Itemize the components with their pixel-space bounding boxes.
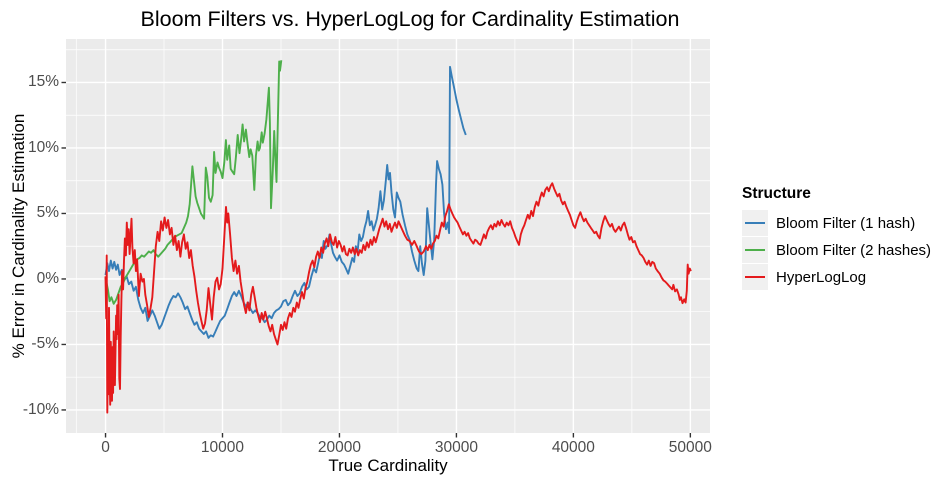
legend-entry-hyperloglog: HyperLogLog: [742, 264, 931, 290]
legend-key-swatch: [742, 210, 768, 236]
x-tick-label: 30000: [434, 439, 478, 456]
legend-title: Structure: [742, 185, 811, 202]
y-tick-label: -5%: [31, 335, 59, 353]
legend: Structure Bloom Filter (1 hash) Bloom Fil…: [742, 185, 931, 291]
x-tick-label: 0: [101, 439, 110, 456]
legend-line-icon: [745, 249, 765, 251]
y-tick-label: -10%: [22, 400, 59, 418]
legend-key-swatch: [742, 264, 768, 290]
x-axis-title: True Cardinality: [328, 456, 448, 475]
series-line-bloom-filter-1-hash: [104, 65, 467, 339]
legend-entry-bloom-filter-1-hash: Bloom Filter (1 hash): [742, 210, 931, 236]
y-tick-label: 10%: [27, 138, 59, 156]
legend-entry-bloom-filter-2-hashes: Bloom Filter (2 hashes): [742, 237, 931, 263]
legend-line-icon: [745, 222, 765, 224]
legend-entry-label: Bloom Filter (1 hash): [776, 214, 916, 232]
legend-key-swatch: [742, 237, 768, 263]
series-line-hyperloglog: [104, 182, 692, 414]
axis-tick-marks: [61, 81, 692, 438]
legend-entry-label: Bloom Filter (2 hashes): [776, 241, 932, 259]
y-tick-label: 5%: [36, 204, 59, 222]
x-tick-label: 10000: [200, 439, 245, 456]
y-tick-label: 0%: [36, 269, 59, 287]
y-tick-label: 15%: [27, 73, 59, 91]
major-gridlines: [66, 39, 710, 433]
chart-title: Bloom Filters vs. HyperLogLog for Cardin…: [140, 7, 680, 31]
x-tick-label: 20000: [317, 439, 361, 456]
x-tick-label: 50000: [668, 439, 712, 456]
plot-panel: [66, 39, 710, 433]
x-tick-label: 40000: [551, 439, 595, 456]
series-line-bloom-filter-2-hashes: [104, 60, 283, 305]
legend-line-icon: [745, 276, 765, 278]
minor-gridlines: [66, 39, 710, 433]
legend-entries: Bloom Filter (1 hash) Bloom Filter (2 has…: [742, 210, 931, 290]
legend-entry-label: HyperLogLog: [776, 268, 867, 286]
